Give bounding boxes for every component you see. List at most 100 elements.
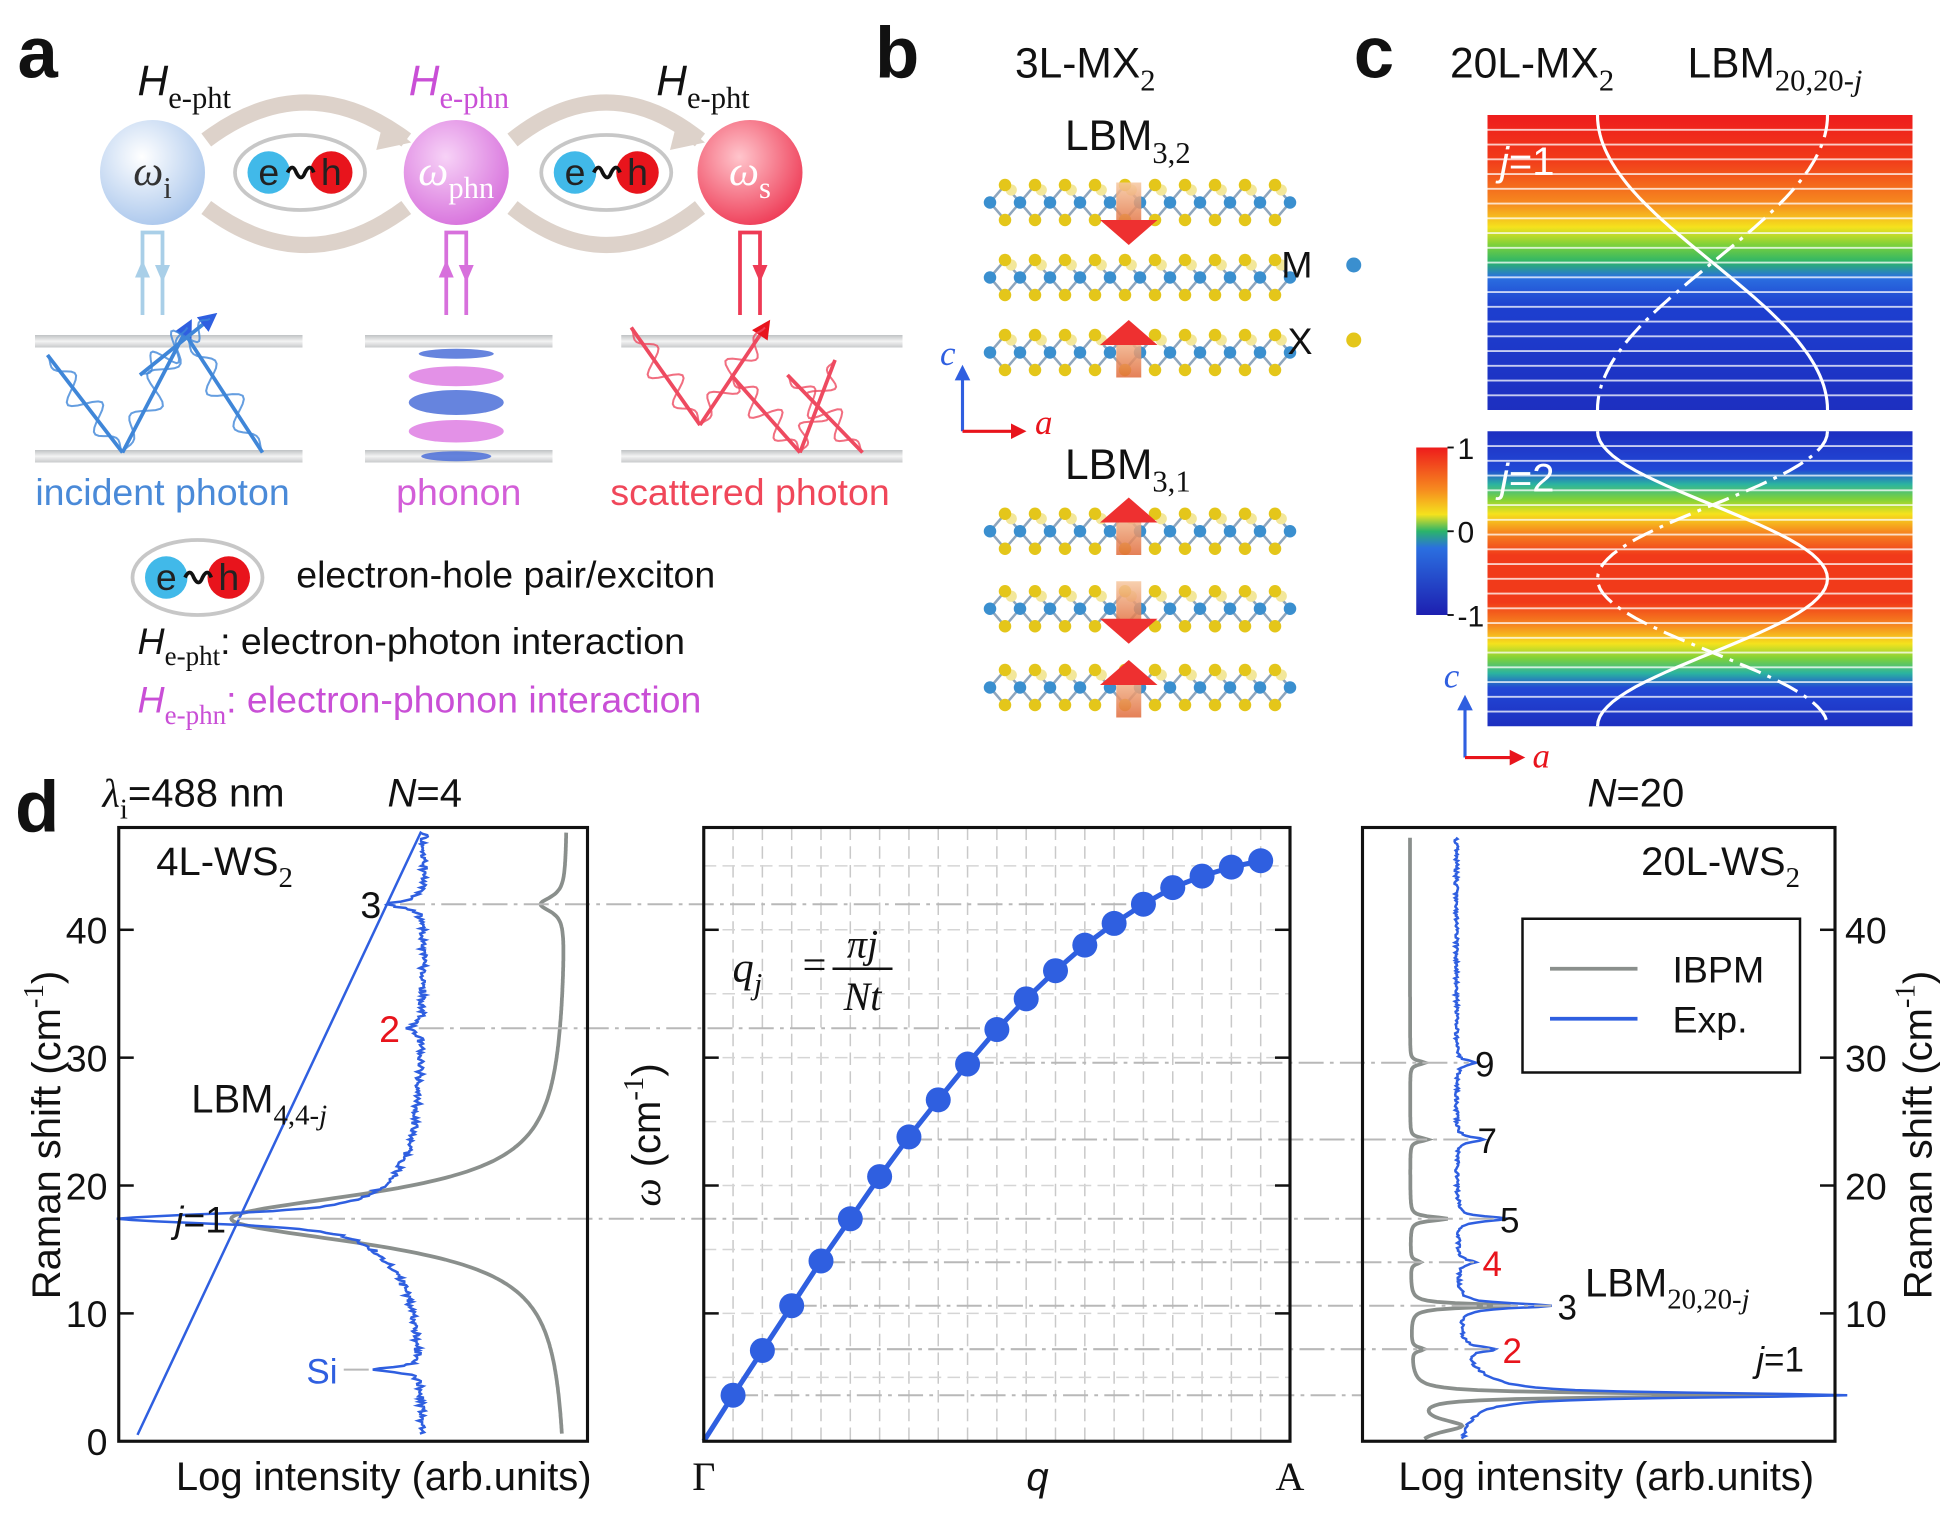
x-atom: [1058, 253, 1072, 267]
text-part: : electron-phonon interaction: [226, 679, 701, 721]
x-atom: [1238, 328, 1252, 342]
x-atom: [1058, 698, 1072, 712]
panel-label: b: [875, 13, 919, 94]
hole-label: h: [218, 556, 239, 598]
x-atom: [998, 178, 1012, 192]
x-atom: [1058, 328, 1072, 342]
x-atom: [1238, 507, 1252, 520]
legend-box: [1521, 917, 1802, 1074]
text-part: X: [1288, 320, 1313, 362]
m-atom: [1193, 346, 1207, 359]
colorbar-label: -1: [1458, 600, 1485, 633]
y-tick-label: 20: [1845, 1165, 1887, 1207]
text-part: i: [163, 171, 172, 205]
m-atom: [1043, 681, 1057, 694]
x-atom: [1118, 288, 1132, 302]
x-atom: [1088, 288, 1102, 302]
dispersion-point: [867, 1164, 893, 1190]
m-atom: [1043, 346, 1057, 359]
text-part: 2: [279, 862, 293, 894]
m-atom: [983, 525, 997, 538]
x-atom: [1058, 507, 1072, 520]
vibration-head: [1100, 220, 1158, 245]
text-part: =2: [1509, 456, 1555, 500]
text-part: =1: [1764, 1340, 1804, 1379]
text-part: LBM: [1688, 41, 1775, 88]
m-atom: [1193, 525, 1207, 538]
m-atom: [1103, 271, 1117, 284]
peak-label: j=1: [1752, 1340, 1804, 1379]
m-atom: [1193, 271, 1207, 284]
slab: [621, 335, 903, 348]
text-part: 2: [1599, 63, 1614, 97]
m-atom: [1013, 196, 1027, 209]
vibration-head: [1100, 320, 1158, 345]
x-atom: [1028, 542, 1042, 555]
m-atom: [1073, 681, 1087, 694]
photon-wave: [139, 317, 211, 376]
x-atom: [1208, 663, 1222, 677]
text-part: LBM: [1585, 1261, 1667, 1305]
displacement-curve: [1595, 114, 1830, 411]
particle-label: phonon: [396, 471, 521, 513]
m-atom: [1283, 271, 1297, 284]
text-part: e-pht: [687, 81, 750, 115]
x-atom: [1208, 507, 1222, 520]
text-part: Γ: [692, 1454, 715, 1499]
m-atom: [1253, 271, 1267, 284]
hamiltonian: He-pht: [656, 58, 750, 115]
dispersion-point: [837, 1206, 863, 1232]
x-atom: [1238, 363, 1252, 377]
x-atom: [1058, 213, 1072, 227]
phonon-lobe: [421, 451, 492, 462]
electron-label: e: [565, 151, 586, 193]
x-atom: [1028, 288, 1042, 302]
text-part: =1: [183, 1199, 226, 1241]
arrow-head: [458, 265, 474, 283]
text-part: H: [656, 58, 687, 105]
slab: [365, 335, 553, 348]
x-atom: [1268, 585, 1282, 598]
atom-label: X: [1288, 320, 1313, 362]
x-atom: [1238, 585, 1252, 598]
photon-wave: [730, 374, 801, 454]
peak-label: 7: [1478, 1122, 1497, 1161]
peak-label: 4: [1483, 1245, 1502, 1284]
transfer-arrow: [507, 201, 706, 253]
text-part: IBPM: [1673, 948, 1765, 990]
text-part: A: [1276, 1454, 1305, 1499]
x-atom: [1238, 620, 1252, 633]
text-part: ω: [133, 148, 163, 195]
m-atom: [1223, 346, 1237, 359]
m-atom: [1073, 525, 1087, 538]
x-atom: [998, 253, 1012, 267]
text-part: -1: [1458, 600, 1485, 633]
m-atom: [1043, 271, 1057, 284]
x-atom: [1148, 253, 1162, 267]
ibpm-spectrum: [229, 832, 569, 1434]
x-atom: [1058, 288, 1072, 302]
text-part: c: [940, 334, 956, 373]
plot-frame: [1360, 825, 1837, 1443]
text-part: 2: [1786, 862, 1800, 894]
quantum-circle: [100, 120, 206, 225]
text-part: j: [315, 1100, 327, 1132]
mode-label: LBM20,20-j: [1585, 1261, 1750, 1315]
x-atom: [1238, 213, 1252, 227]
m-atom: [1133, 271, 1147, 284]
legend-text: electron-hole pair/exciton: [296, 554, 715, 596]
m-atom: [1163, 681, 1177, 694]
text-part: q: [1026, 1455, 1048, 1499]
x-atom: [1268, 328, 1282, 342]
m-atom: [1283, 525, 1297, 538]
transfer-arrow: [201, 94, 412, 147]
m-atom: [1253, 525, 1267, 538]
x-atom: [1028, 178, 1042, 192]
m-atom: [1013, 602, 1027, 615]
x-atom: [1148, 698, 1162, 712]
m-atom: [1013, 525, 1027, 538]
m-atom: [1163, 525, 1177, 538]
peak-label: 2: [1503, 1332, 1522, 1371]
text-part: =: [803, 942, 827, 989]
y-tick-label: 40: [66, 910, 108, 952]
